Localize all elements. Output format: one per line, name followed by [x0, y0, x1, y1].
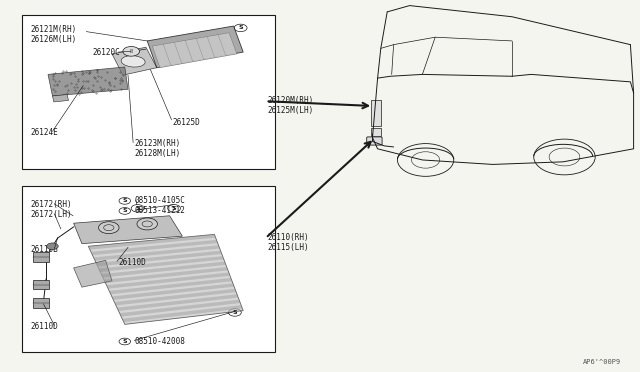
Circle shape	[228, 309, 241, 316]
Bar	[371, 128, 381, 136]
Text: 26120C: 26120C	[93, 48, 120, 57]
Polygon shape	[152, 33, 237, 68]
Polygon shape	[112, 47, 157, 75]
Circle shape	[137, 218, 157, 230]
Bar	[33, 252, 49, 262]
Circle shape	[123, 46, 140, 56]
Text: 26125D: 26125D	[173, 118, 200, 127]
Text: S: S	[172, 206, 177, 211]
Text: 26123M(RH): 26123M(RH)	[134, 139, 180, 148]
Polygon shape	[117, 294, 238, 311]
Circle shape	[119, 208, 131, 214]
Text: 26128M(LH): 26128M(LH)	[134, 149, 180, 158]
Circle shape	[234, 24, 247, 32]
Text: 26110D: 26110D	[31, 322, 58, 331]
Polygon shape	[88, 234, 216, 250]
Text: 26121M(RH): 26121M(RH)	[31, 25, 77, 34]
Text: S: S	[238, 25, 243, 31]
Polygon shape	[109, 278, 232, 294]
Text: 26172(LH): 26172(LH)	[31, 210, 72, 219]
Polygon shape	[101, 262, 226, 278]
Ellipse shape	[121, 56, 145, 67]
Text: S: S	[122, 198, 127, 203]
Polygon shape	[48, 67, 128, 96]
Text: 26110B: 26110B	[31, 245, 58, 254]
Polygon shape	[120, 300, 241, 317]
Polygon shape	[99, 256, 224, 272]
Polygon shape	[106, 272, 230, 289]
Text: 26125M(LH): 26125M(LH)	[268, 106, 314, 115]
Text: S: S	[122, 208, 127, 214]
Polygon shape	[52, 94, 68, 102]
Polygon shape	[122, 305, 243, 322]
Polygon shape	[74, 260, 112, 287]
Polygon shape	[91, 240, 218, 255]
Text: 26115(LH): 26115(LH)	[268, 243, 309, 252]
Circle shape	[47, 243, 58, 250]
Polygon shape	[112, 283, 234, 300]
Text: 26110D: 26110D	[118, 258, 146, 267]
FancyBboxPatch shape	[367, 137, 382, 145]
Polygon shape	[147, 26, 243, 68]
Text: 08510-4105C: 08510-4105C	[134, 196, 185, 205]
Text: 26110(RH): 26110(RH)	[268, 233, 309, 242]
Polygon shape	[93, 245, 220, 261]
Text: B: B	[129, 49, 133, 54]
Text: S: S	[232, 310, 237, 315]
Polygon shape	[115, 289, 236, 305]
Text: 26124E: 26124E	[31, 128, 58, 137]
Polygon shape	[88, 234, 243, 324]
Circle shape	[119, 338, 131, 345]
Polygon shape	[96, 251, 222, 266]
Bar	[33, 298, 49, 308]
Text: S: S	[135, 206, 140, 211]
Polygon shape	[74, 216, 182, 244]
Circle shape	[168, 205, 180, 212]
Circle shape	[119, 198, 131, 204]
Text: S: S	[122, 339, 127, 344]
Text: 26126M(LH): 26126M(LH)	[31, 35, 77, 44]
Bar	[22, 15, 275, 169]
Bar	[22, 186, 275, 352]
Bar	[371, 100, 381, 126]
Polygon shape	[104, 267, 228, 283]
Circle shape	[99, 222, 119, 234]
Bar	[33, 280, 49, 289]
Text: 26172(RH): 26172(RH)	[31, 200, 72, 209]
Text: 08513-41212: 08513-41212	[134, 206, 185, 215]
Text: AP6'^00P9: AP6'^00P9	[582, 359, 621, 365]
Circle shape	[131, 205, 144, 212]
Text: 08510-42008: 08510-42008	[134, 337, 185, 346]
Text: 26120M(RH): 26120M(RH)	[268, 96, 314, 105]
